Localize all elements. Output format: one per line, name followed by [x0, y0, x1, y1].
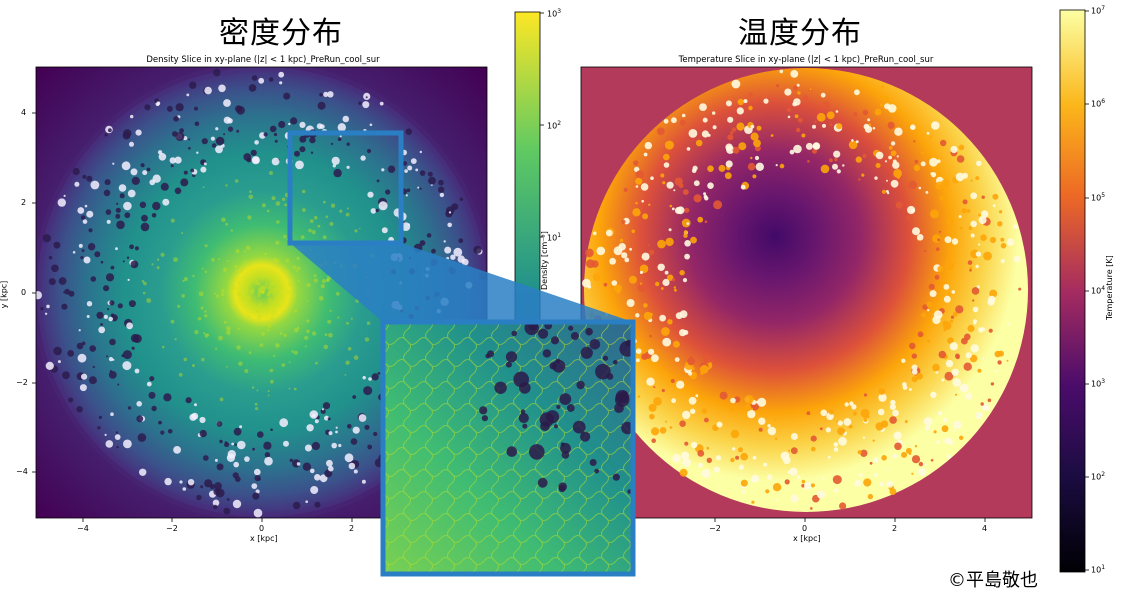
temperature-cbar-tick: 105 [1091, 192, 1106, 203]
density-cbar-tick: 101 [547, 232, 562, 243]
temperature-xtick: −2 [709, 524, 721, 533]
temperature-panel [580, 66, 1033, 519]
density-ytick: 2 [21, 198, 27, 207]
temperature-hot-speckles [582, 69, 1022, 510]
temperature-cbar-tick: 101 [1091, 564, 1106, 575]
temperature-cbar-tick: 107 [1091, 5, 1106, 16]
density-cbar-tick: 102 [547, 120, 562, 131]
density-ytick: 4 [21, 108, 27, 117]
copyright-credit: ©平島敬也 [948, 570, 1038, 591]
temperature-xtick: 2 [892, 524, 898, 533]
temperature-xtick: 4 [982, 524, 988, 533]
zoom-connector [290, 243, 633, 322]
density-xtick: 2 [349, 524, 355, 533]
density-ytick: −2 [16, 378, 28, 387]
temperature-disk [584, 68, 1028, 512]
temperature-cbar-tick: 102 [1091, 471, 1106, 482]
density-disk [37, 67, 487, 517]
density-xlabel: x [kpc] [250, 534, 278, 543]
density-xtick: −4 [77, 524, 89, 533]
temperature-axes [714, 518, 986, 522]
inset-panel [380, 319, 636, 577]
density-ylabel: y [kpc] [0, 280, 9, 309]
density-cbar-label: Density [cm⁻³] [540, 231, 549, 290]
density-plot-title: Density Slice in xy-plane (|z| < 1 kpc)_… [146, 55, 380, 65]
temperature-plot-title: Temperature Slice in xy-plane (|z| < 1 k… [678, 55, 934, 65]
temperature-cbar-tick: 104 [1091, 285, 1106, 296]
temperature-colorbar [1059, 9, 1089, 573]
density-xtick: 0 [259, 524, 265, 533]
temperature-cbar-tick: 103 [1091, 378, 1106, 389]
temperature-heading: 温度分布 [738, 16, 862, 51]
temperature-xtick: 0 [802, 524, 808, 533]
zoom-callout [287, 130, 636, 577]
density-cbar-tick: 103 [547, 8, 562, 19]
density-ytick: −4 [16, 467, 28, 476]
temperature-xlabel: x [kpc] [793, 534, 821, 543]
density-ytick: 0 [21, 288, 27, 297]
zoom-source-box [287, 130, 404, 246]
density-panel [35, 66, 488, 519]
density-heading: 密度分布 [219, 16, 343, 51]
temperature-cbar-tick: 106 [1091, 98, 1106, 109]
density-axes [32, 112, 442, 522]
density-void-speckles [36, 68, 487, 518]
density-xtick: −2 [166, 524, 178, 533]
temperature-cbar-label: Temperature [K] [1105, 255, 1114, 320]
